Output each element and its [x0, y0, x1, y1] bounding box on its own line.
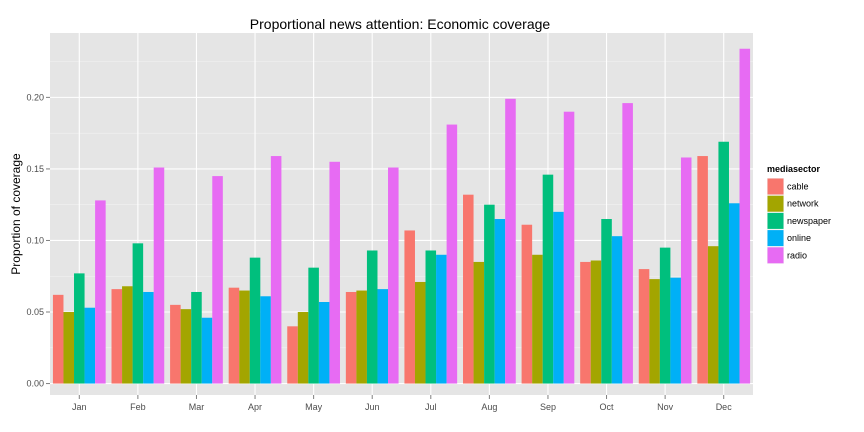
bar-radio — [739, 48, 751, 384]
x-tick-label: Apr — [248, 402, 262, 412]
x-tick-label: Mar — [189, 402, 205, 412]
bar-cable — [697, 156, 708, 384]
bar-online — [728, 203, 740, 384]
bar-radio — [446, 124, 458, 384]
x-tick-label: Jun — [365, 402, 380, 412]
bar-online — [84, 307, 96, 384]
bar-radio — [329, 161, 340, 384]
x-tick-label: Jan — [72, 402, 87, 412]
x-tick-label: Jul — [425, 402, 437, 412]
y-tick-label: 0.10 — [26, 235, 44, 245]
legend-key-cable — [767, 178, 784, 195]
bar-online — [201, 317, 213, 384]
bar-radio — [212, 176, 223, 384]
bar-network — [122, 286, 133, 384]
bar-newspaper — [601, 219, 612, 384]
legend-label-newspaper: newspaper — [787, 216, 831, 226]
bar-newspaper — [191, 291, 202, 384]
bar-newspaper — [249, 257, 261, 384]
bar-radio — [680, 157, 692, 384]
x-tick-label: Sep — [540, 402, 556, 412]
bar-newspaper — [718, 141, 729, 384]
x-tick-label: Feb — [130, 402, 146, 412]
bar-cable — [228, 287, 240, 384]
legend-key-radio — [767, 247, 784, 264]
legend-title: mediasector — [767, 164, 821, 174]
y-tick-label: 0.05 — [26, 307, 44, 317]
bar-newspaper — [132, 243, 144, 384]
y-axis-title: Proportion of coverage — [9, 153, 23, 275]
bar-cable — [111, 289, 123, 384]
bar-online — [611, 236, 623, 384]
legend-label-cable: cable — [787, 182, 809, 192]
bar-online — [436, 254, 447, 384]
bar-cable — [463, 194, 474, 384]
bar-newspaper — [425, 250, 437, 384]
bar-radio — [153, 167, 165, 384]
bar-cable — [521, 224, 533, 384]
y-tick-label: 0.00 — [26, 379, 44, 389]
bar-cable — [52, 294, 64, 384]
bar-newspaper — [366, 250, 378, 384]
bar-newspaper — [308, 267, 319, 384]
bar-cable — [580, 261, 591, 384]
bar-cable — [404, 230, 415, 384]
y-axis: 0.00 0.05 0.10 0.15 0.20 — [26, 92, 50, 389]
bar-online — [318, 301, 330, 384]
bar-radio — [622, 103, 633, 384]
bar-network — [473, 261, 485, 384]
y-tick-label: 0.15 — [26, 164, 44, 174]
chart-title: Proportional news attention: Economic co… — [250, 16, 551, 32]
bar-cable — [638, 269, 650, 384]
legend-key-network — [767, 195, 784, 212]
bar-cable — [345, 291, 357, 384]
legend-key-newspaper — [767, 212, 784, 229]
x-tick-label: Dec — [716, 402, 733, 412]
legend-label-radio: radio — [787, 250, 807, 260]
bar-network — [180, 309, 192, 384]
legend-label-online: online — [787, 233, 811, 243]
bar-newspaper — [484, 204, 495, 384]
x-tick-label: Oct — [600, 402, 615, 412]
bar-cable — [170, 304, 181, 384]
bar-newspaper — [659, 247, 671, 384]
bar-network — [63, 312, 75, 384]
x-tick-label: Nov — [657, 402, 674, 412]
bar-newspaper — [542, 174, 554, 384]
bar-network — [239, 290, 250, 384]
bar-radio — [270, 156, 282, 384]
bar-online — [670, 277, 681, 384]
bar-network — [297, 312, 309, 384]
x-axis: Jan Feb Mar Apr May Jun Jul Aug Sep Oct Nov Dec — [72, 395, 732, 412]
bar-network — [356, 290, 367, 384]
bar-network — [707, 246, 719, 384]
bar-newspaper — [74, 273, 85, 384]
y-tick-label: 0.20 — [26, 92, 44, 102]
legend-key-online — [767, 230, 784, 247]
bar-radio — [388, 167, 399, 384]
legend-label-network: network — [787, 199, 819, 209]
bar-online — [494, 219, 506, 384]
plot-panel — [50, 33, 753, 395]
bar-online — [377, 289, 389, 384]
bar-network — [532, 254, 543, 384]
bar-online — [260, 296, 271, 384]
bar-cable — [287, 326, 298, 384]
x-tick-label: May — [305, 402, 323, 412]
bar-online — [553, 211, 564, 384]
bars — [52, 48, 751, 384]
legend: mediasector cable network newspaper online r… — [767, 164, 831, 264]
bar-radio — [563, 111, 575, 384]
x-tick-label: Aug — [481, 402, 497, 412]
bar-network — [590, 260, 602, 384]
bar-network — [649, 279, 660, 384]
bar-radio — [95, 200, 106, 384]
bar-network — [414, 281, 426, 384]
bar-online — [143, 291, 154, 384]
bar-radio — [505, 98, 516, 384]
